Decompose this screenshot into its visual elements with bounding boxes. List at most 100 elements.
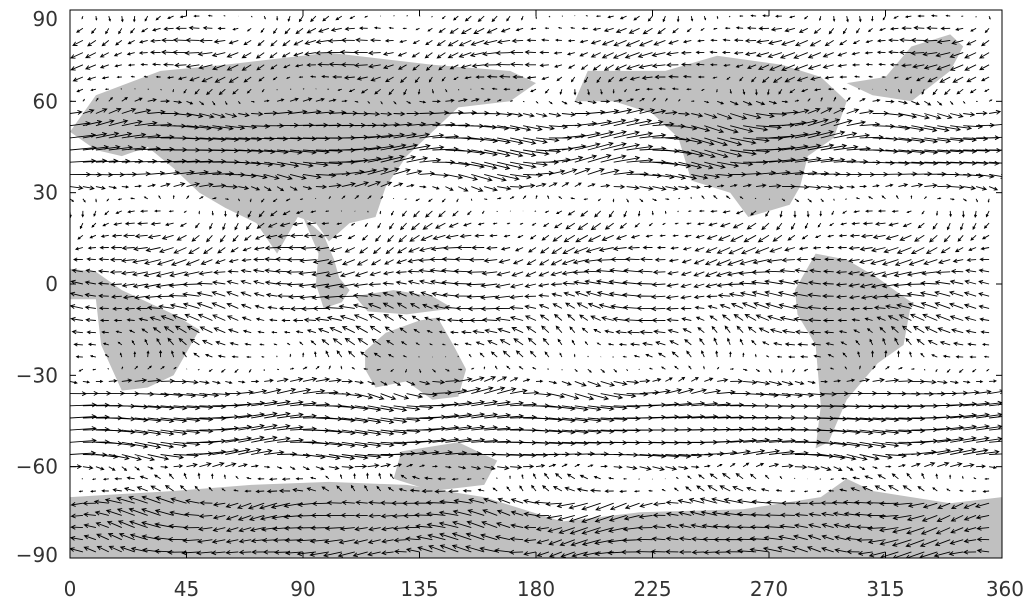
wind-arrow xyxy=(963,538,977,544)
wind-arrow xyxy=(104,498,122,504)
wind-arrow xyxy=(561,463,568,468)
wind-arrow xyxy=(281,477,291,481)
wind-arrow xyxy=(480,306,498,312)
wind-arrow xyxy=(492,487,498,492)
wind-arrow xyxy=(985,210,990,218)
wind-arrow xyxy=(701,195,705,200)
wind-arrow xyxy=(544,210,550,213)
wind-arrow xyxy=(338,304,355,310)
wind-arrow xyxy=(265,234,278,240)
wind-arrow xyxy=(779,210,783,218)
wind-arrow xyxy=(594,551,614,557)
wind-arrow xyxy=(678,197,681,200)
wind-arrow xyxy=(685,486,692,492)
wind-arrow xyxy=(904,15,912,19)
wind-arrow xyxy=(910,50,925,56)
wind-arrow xyxy=(223,474,226,479)
wind-arrow xyxy=(905,539,925,548)
wind-arrow xyxy=(690,16,694,22)
wind-arrow xyxy=(83,546,97,553)
wind-arrow xyxy=(666,317,679,323)
wind-arrow xyxy=(419,145,445,151)
wind-arrow xyxy=(523,551,537,556)
wind-arrow xyxy=(122,294,135,300)
wind-arrow xyxy=(368,63,381,69)
wind-arrow xyxy=(566,473,576,480)
wind-arrow xyxy=(821,511,834,517)
wind-arrow xyxy=(859,441,887,449)
wind-arrow xyxy=(729,463,736,468)
wind-arrow xyxy=(149,316,161,321)
wind-arrow xyxy=(641,75,653,81)
wind-arrow xyxy=(310,476,317,480)
wind-arrow xyxy=(369,325,381,334)
wind-arrow xyxy=(344,337,356,346)
wind-arrow xyxy=(71,329,83,335)
wind-arrow xyxy=(338,294,355,299)
wind-arrow xyxy=(594,210,602,218)
wind-arrow xyxy=(506,486,511,492)
wind-arrow xyxy=(887,315,899,321)
wind-arrow xyxy=(161,49,174,55)
wind-arrow xyxy=(839,75,847,79)
wind-arrow xyxy=(986,368,990,372)
wind-arrow xyxy=(299,258,316,264)
wind-arrow xyxy=(497,497,511,504)
wind-arrow xyxy=(130,197,135,200)
wind-arrow xyxy=(484,149,511,158)
wind-arrow xyxy=(704,184,713,189)
wind-arrow xyxy=(794,119,818,127)
wind-arrow xyxy=(549,551,563,558)
wind-arrow xyxy=(898,416,926,422)
wind-arrow xyxy=(509,294,524,300)
wind-arrow xyxy=(587,302,601,309)
wind-arrow xyxy=(695,234,705,239)
wind-arrow xyxy=(357,338,368,346)
wind-arrow xyxy=(678,536,692,542)
wind-arrow xyxy=(553,51,562,55)
wind-arrow xyxy=(596,268,614,274)
wind-arrow xyxy=(978,280,990,285)
wind-arrow xyxy=(619,222,627,229)
wind-arrow xyxy=(186,158,214,164)
wind-arrow xyxy=(85,52,97,59)
wind-arrow xyxy=(704,414,732,420)
wind-arrow xyxy=(250,538,265,544)
wind-arrow xyxy=(989,428,1002,431)
wind-arrow xyxy=(536,539,550,545)
wind-arrow xyxy=(548,100,553,105)
wind-arrow xyxy=(279,222,291,227)
wind-arrow xyxy=(99,318,109,323)
wind-arrow xyxy=(742,183,752,188)
wind-arrow xyxy=(587,168,605,175)
wind-arrow xyxy=(484,98,491,102)
wind-arrow xyxy=(613,393,637,399)
wind-arrow xyxy=(626,171,649,177)
wind-arrow xyxy=(746,486,757,492)
wind-arrow xyxy=(384,259,394,265)
wind-arrow xyxy=(807,98,811,102)
wind-arrow xyxy=(853,210,860,214)
wind-arrow xyxy=(743,234,757,243)
wind-arrow xyxy=(95,198,98,203)
wind-arrow xyxy=(170,259,187,266)
wind-arrow xyxy=(236,502,252,510)
wind-arrow xyxy=(264,110,278,116)
wind-arrow xyxy=(182,302,200,309)
wind-arrow xyxy=(417,89,421,95)
wind-arrow xyxy=(924,462,936,468)
wind-arrow xyxy=(564,486,575,492)
wind-arrow xyxy=(81,210,85,218)
wind-arrow xyxy=(906,271,925,277)
wind-arrow xyxy=(156,259,174,266)
wind-arrow xyxy=(849,306,860,311)
wind-arrow xyxy=(312,259,329,265)
wind-arrow xyxy=(781,500,795,506)
wind-arrow xyxy=(767,315,783,321)
wind-arrow xyxy=(872,365,876,370)
wind-arrow xyxy=(624,502,640,510)
wind-arrow xyxy=(715,271,731,278)
wind-arrow xyxy=(531,484,537,492)
wind-arrow xyxy=(339,526,355,532)
